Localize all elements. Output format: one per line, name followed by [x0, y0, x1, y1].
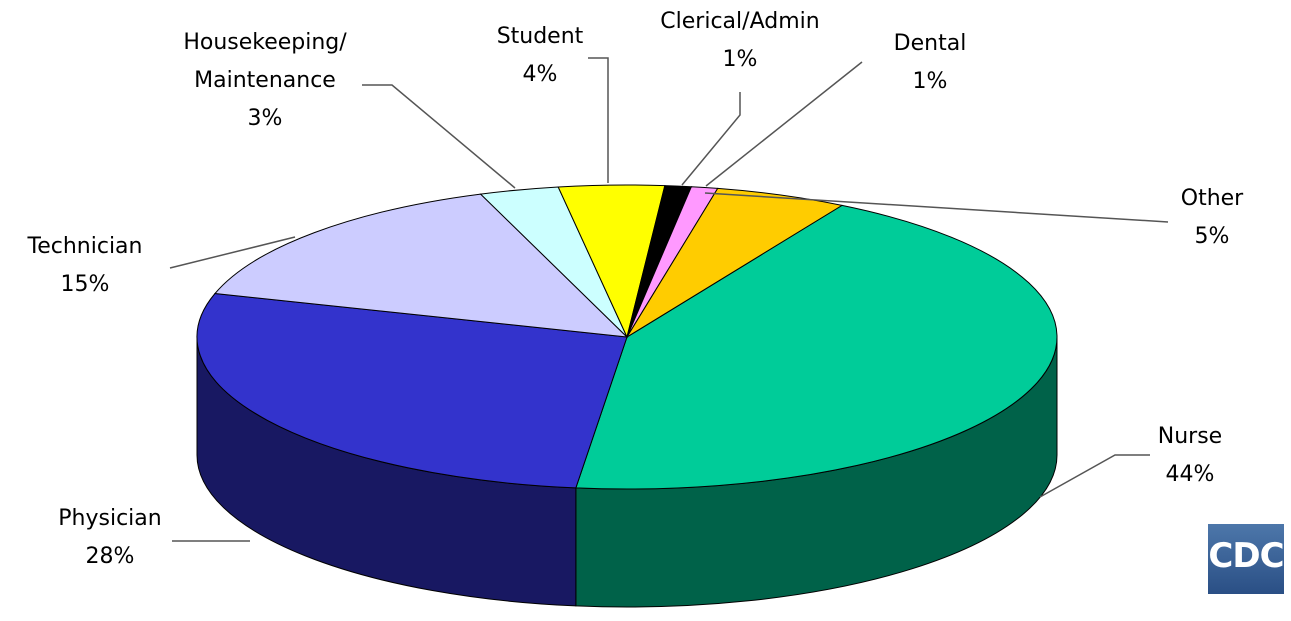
category-label: Student [496, 24, 584, 49]
logo: CDC [1208, 524, 1285, 594]
category-label: Clerical/Admin [660, 9, 820, 34]
category-label: Technician [27, 234, 143, 259]
category-label: Nurse [1157, 424, 1223, 449]
value-label: 1% [912, 69, 948, 94]
value-label: 5% [1194, 224, 1230, 249]
value-label: 4% [522, 62, 558, 87]
leader-line [588, 57, 609, 183]
leader-line [362, 84, 516, 189]
category-label: Dental [893, 31, 967, 56]
slice-label: Clerical/Admin 1% [625, 3, 855, 79]
leader-line [1039, 454, 1150, 498]
value-label: 28% [85, 544, 135, 569]
slice [214, 193, 629, 338]
category-label: Physician [58, 506, 162, 531]
value-label: 1% [722, 47, 758, 72]
leader-line [704, 192, 1169, 223]
slice-label: Technician 15% [10, 228, 160, 304]
slice [575, 204, 1058, 490]
slice [196, 292, 628, 489]
category-label: Other [1180, 186, 1244, 211]
leader-line [169, 236, 296, 269]
slice-label: Nurse 44% [1130, 418, 1250, 494]
slice [626, 187, 844, 338]
value-label: 3% [247, 106, 283, 131]
value-label: 44% [1165, 462, 1215, 487]
slice-label: Student 4% [480, 18, 600, 94]
category-label: Housekeeping/ Maintenance [183, 30, 347, 93]
value-label: 15% [60, 272, 110, 297]
slice-label: Housekeeping/ Maintenance 3% [160, 24, 370, 138]
leader-line [705, 61, 863, 187]
leader-line [681, 92, 741, 186]
slice-label: Other 5% [1152, 180, 1272, 256]
slice-label: Dental 1% [870, 25, 990, 101]
slice-label: Physician 28% [35, 500, 185, 576]
